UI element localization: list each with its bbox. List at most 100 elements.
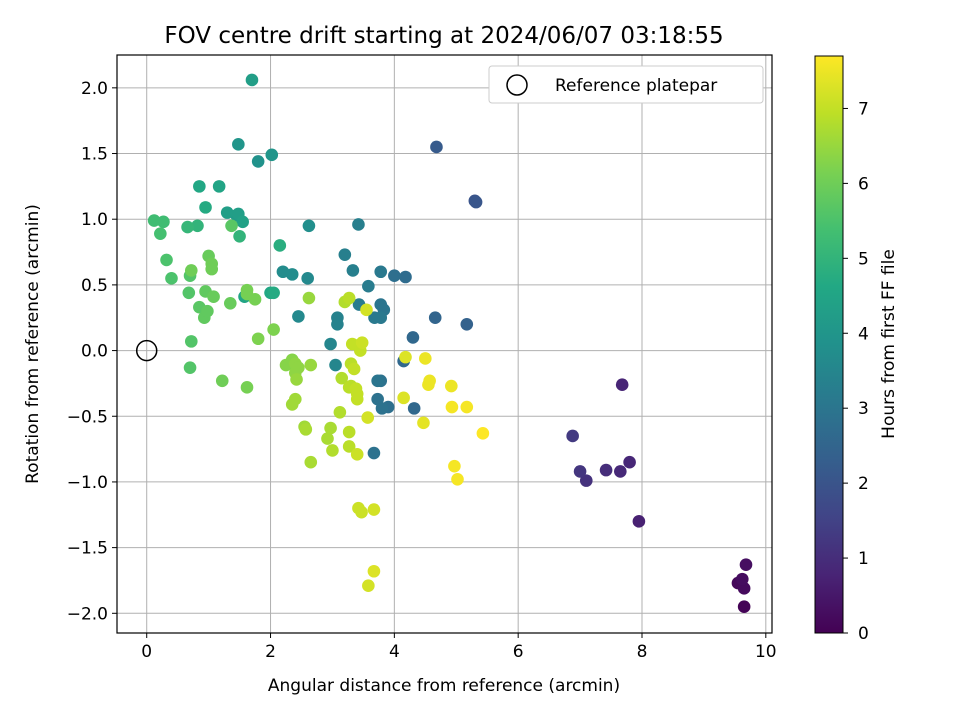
data-point [248, 293, 262, 306]
data-point [232, 138, 245, 151]
data-point [346, 264, 360, 277]
data-point [599, 463, 613, 477]
data-point [193, 180, 206, 193]
data-point [423, 374, 436, 388]
data-point [182, 286, 196, 300]
data-point [181, 220, 194, 234]
data-point [251, 332, 265, 346]
data-point [251, 155, 265, 168]
legend: Reference platepar [488, 65, 764, 104]
axes-frame [116, 54, 773, 634]
data-point [417, 416, 430, 430]
y-tick-label: −1.5 [67, 539, 108, 559]
data-point [292, 310, 305, 323]
data-point [199, 201, 212, 214]
data-point [399, 350, 412, 364]
y-tick-label: 0.5 [81, 276, 108, 296]
data-point [347, 362, 361, 376]
data-point [445, 400, 459, 414]
data-point [355, 336, 369, 349]
data-point [428, 311, 442, 325]
data-point [225, 219, 238, 233]
data-point [469, 195, 483, 209]
data-point [399, 270, 412, 284]
data-point [371, 392, 384, 406]
data-point [233, 229, 246, 243]
data-point [367, 446, 381, 460]
y-tick-label: −0.5 [67, 407, 108, 427]
data-point [350, 392, 364, 406]
data-point [207, 290, 220, 304]
x-tick-label: 6 [513, 642, 524, 662]
data-point [276, 265, 290, 279]
y-tick-label: 0.0 [81, 342, 108, 362]
data-point [342, 440, 356, 453]
y-axis-label: Rotation from reference (arcmin) [23, 204, 43, 484]
data-point [191, 219, 204, 233]
data-points [147, 73, 753, 614]
data-point [301, 272, 314, 285]
y-tick-label: 1.0 [81, 210, 108, 230]
x-tick-label: 2 [265, 642, 276, 662]
data-point [154, 227, 167, 240]
data-point [245, 73, 259, 87]
colorbar-tick-label: 6 [858, 174, 869, 194]
data-point [290, 373, 303, 386]
data-point [157, 215, 170, 229]
data-point [460, 317, 474, 331]
colorbar-tick-label: 3 [858, 399, 869, 419]
data-point [360, 303, 373, 317]
data-point [737, 600, 751, 614]
x-axis-label: Angular distance from reference (arcmin) [268, 676, 620, 696]
x-tick-label: 0 [141, 642, 152, 662]
x-axis-ticks: 0 2 4 6 8 10 [141, 633, 777, 662]
colorbar-ticks: 0 1 2 3 4 5 6 7 [843, 99, 869, 644]
data-point [342, 425, 356, 439]
legend-marker [506, 74, 528, 96]
data-point [566, 429, 579, 443]
data-point [397, 391, 410, 405]
colorbar: 0 1 2 3 4 5 6 7 Hours from first FF file [814, 55, 899, 644]
colorbar-tick-label: 0 [858, 624, 869, 644]
colorbar-tick-label: 2 [858, 474, 869, 494]
data-point [302, 291, 316, 305]
data-point [448, 459, 461, 473]
data-point [430, 140, 443, 154]
colorbar-label: Hours from first FF file [879, 249, 899, 439]
data-point [299, 423, 313, 436]
colorbar-gradient [814, 55, 844, 634]
data-point [329, 358, 342, 372]
data-point [147, 214, 161, 227]
data-point [632, 515, 646, 528]
data-point [333, 406, 347, 419]
data-point [160, 253, 173, 267]
y-tick-label: 1.5 [81, 145, 108, 165]
grid [117, 55, 772, 633]
data-point [304, 455, 318, 469]
data-point [324, 421, 337, 435]
y-axis-ticks: −2.0 −1.5 −1.0 −0.5 0.0 0.5 1.0 1.5 2.0 [67, 79, 117, 624]
data-point [445, 379, 458, 393]
data-point [362, 279, 375, 293]
data-point [623, 455, 636, 469]
y-tick-label: 2.0 [81, 79, 108, 99]
data-point [205, 262, 219, 276]
data-point [361, 411, 375, 424]
colorbar-tick-label: 7 [858, 99, 869, 119]
x-tick-label: 10 [755, 642, 777, 662]
x-tick-label: 4 [389, 642, 400, 662]
data-point [362, 579, 375, 593]
x-tick-label: 8 [637, 642, 648, 662]
data-point [735, 572, 749, 586]
data-point [267, 323, 280, 336]
data-point [368, 311, 381, 325]
data-point [407, 402, 421, 415]
data-point [367, 503, 381, 516]
data-point [201, 304, 214, 318]
data-point [614, 465, 627, 478]
data-point [165, 272, 178, 285]
data-point [326, 444, 339, 457]
data-point [342, 291, 356, 305]
data-point [371, 374, 384, 388]
